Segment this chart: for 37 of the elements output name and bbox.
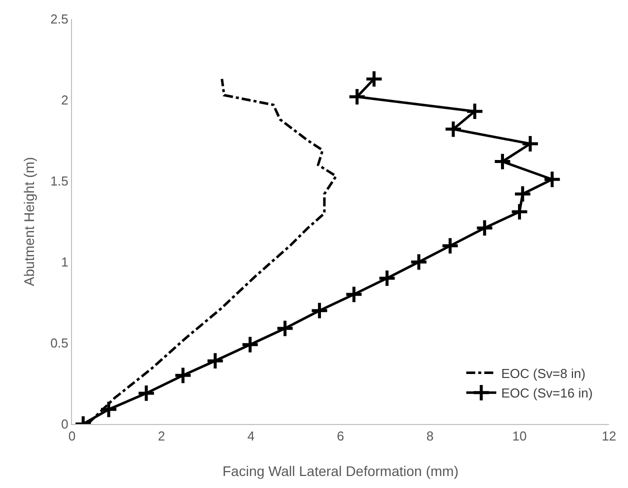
y-tick-label: 1.5 xyxy=(50,174,68,189)
point xyxy=(510,202,529,221)
x-tick-label: 12 xyxy=(602,428,616,444)
y-tick-label: 2.5 xyxy=(50,12,68,27)
y-tick-label: 0 xyxy=(61,416,68,432)
y-tick-label: 1 xyxy=(61,254,68,270)
point xyxy=(378,269,396,288)
x-tick-label: 8 xyxy=(426,428,434,444)
point xyxy=(542,170,562,189)
point xyxy=(276,319,294,338)
point xyxy=(240,335,260,354)
point xyxy=(310,301,329,320)
x-axis-title: Facing Wall Lateral Deformation (mm) xyxy=(222,463,458,479)
y-axis-title: Abutment Height (m) xyxy=(21,156,37,286)
y-tick-label: 2 xyxy=(61,92,68,108)
x-tick-label: 6 xyxy=(336,428,344,444)
point xyxy=(513,184,532,204)
x-tick-label: 2 xyxy=(158,428,166,444)
point xyxy=(344,285,364,304)
legend-label: EOC (Sv=8 in) xyxy=(501,366,586,381)
point xyxy=(100,400,118,419)
point xyxy=(348,88,366,106)
y-tick-label: 0.5 xyxy=(50,336,68,351)
x-tick-label: 10 xyxy=(512,428,527,444)
x-tick-label: 4 xyxy=(247,428,255,444)
point xyxy=(137,384,156,402)
point xyxy=(521,134,540,153)
point xyxy=(440,236,460,255)
point xyxy=(444,120,462,138)
point xyxy=(410,252,428,272)
point xyxy=(206,352,224,370)
point xyxy=(493,152,512,171)
point xyxy=(475,218,494,238)
point xyxy=(364,70,384,88)
point xyxy=(466,102,484,121)
point xyxy=(174,366,192,385)
legend-label: EOC (Sv=16 in) xyxy=(501,386,593,401)
